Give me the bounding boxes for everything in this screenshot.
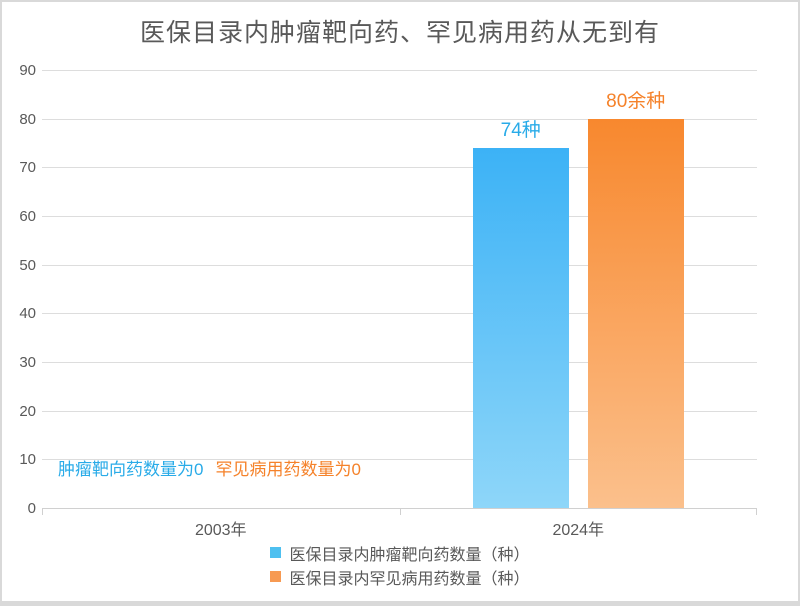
gridline — [42, 362, 757, 363]
y-axis-label: 80 — [19, 110, 36, 128]
x-axis-label: 2003年 — [194, 522, 247, 539]
zero-annotations: 肿瘤靶向药数量为0 罕见病用药数量为0 — [58, 455, 361, 480]
bar-data-label: 74种 — [500, 119, 541, 141]
gridline — [42, 70, 757, 71]
y-axis-label: 0 — [27, 500, 36, 517]
bar-data-label: 80余种 — [606, 90, 666, 112]
gridline — [42, 216, 757, 217]
bar-2024年 — [472, 147, 569, 508]
legend: 医保目录内肿瘤靶向药数量（种） 医保目录内罕见病用药数量（种） — [2, 543, 798, 588]
gridline — [42, 459, 757, 461]
y-axis-label: 90 — [19, 62, 36, 79]
gridline — [42, 264, 757, 266]
y-axis-label: 60 — [19, 208, 36, 225]
legend-marker-icon — [270, 571, 282, 582]
y-axis-label: 30 — [19, 354, 36, 371]
y-axis-label: 20 — [19, 402, 36, 420]
legend-label: 医保目录内肿瘤靶向药数量（种） — [289, 546, 530, 564]
y-axis-label: 40 — [19, 305, 36, 323]
legend-marker-icon — [270, 547, 282, 558]
gridline — [42, 118, 757, 120]
legend-item: 医保目录内肿瘤靶向药数量（种） — [270, 543, 530, 564]
zero-annotation: 肿瘤靶向药数量为0 — [58, 460, 204, 479]
x-axis-tick — [400, 508, 401, 515]
gridline — [42, 167, 757, 169]
legend-label: 医保目录内罕见病用药数量（种） — [289, 570, 530, 588]
chart-title: 医保目录内肿瘤靶向药、罕见病用药从无到有 — [139, 19, 660, 47]
zero-annotation: 罕见病用药数量为0 — [215, 460, 361, 479]
x-axis-label: 2024年 — [552, 522, 605, 539]
legend-item: 医保目录内罕见病用药数量（种） — [270, 567, 530, 588]
y-axis-label: 10 — [19, 451, 36, 469]
y-axis-label: 50 — [19, 256, 36, 274]
gridline — [42, 313, 757, 315]
plot-area: 0 10 20 30 40 50 60 70 80 90 2003年 2024年 74种 80余种肿瘤靶向… — [19, 62, 757, 539]
y-axis-label: 70 — [19, 159, 36, 177]
x-axis-tick — [756, 508, 757, 515]
bar-2024年 — [587, 118, 684, 508]
gridline — [42, 410, 757, 412]
x-axis-tick — [42, 508, 43, 515]
